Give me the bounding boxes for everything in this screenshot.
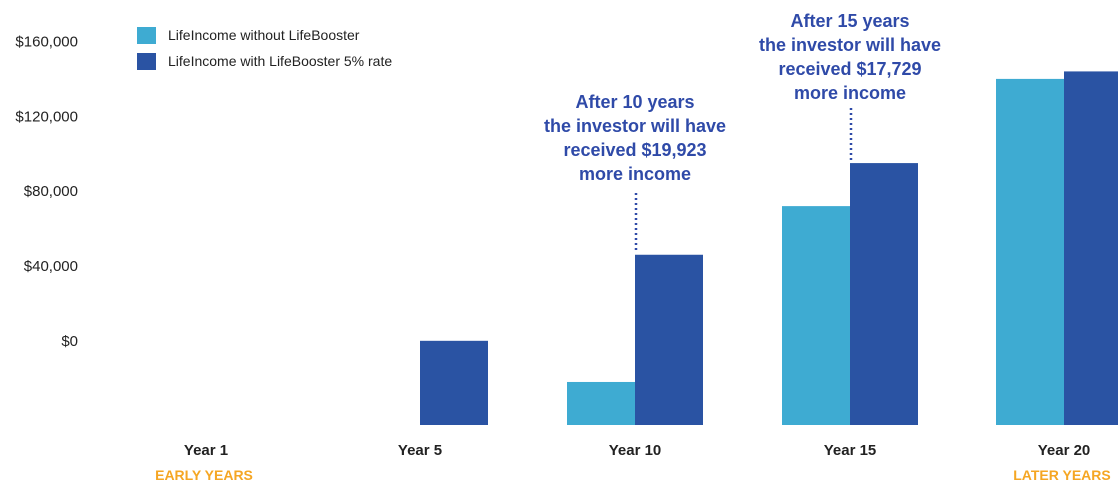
annotation-line: After 15 years <box>790 11 909 31</box>
x-category-label: Year 5 <box>398 442 442 459</box>
x-category-label: Year 20 <box>1038 442 1091 459</box>
x-category-label: Year 1 <box>184 442 228 459</box>
phase-labels: EARLY YEARS LATER YEARS <box>155 467 1111 483</box>
y-tick-label: $80,000 <box>24 183 78 200</box>
annotation-line: After 10 years <box>575 92 694 112</box>
phase-label: LATER YEARS <box>1013 467 1111 483</box>
y-tick-label: $120,000 <box>15 108 78 125</box>
x-category-label: Year 15 <box>824 442 877 459</box>
x-category-label: Year 10 <box>609 442 662 459</box>
annotation-line: the investor will have <box>544 116 726 136</box>
legend: LifeIncome without LifeBooster LifeIncome… <box>137 27 392 70</box>
y-tick-label: $0 <box>61 333 78 350</box>
phase-label: EARLY YEARS <box>155 467 253 483</box>
bar-with-2 <box>635 254 703 425</box>
annotation-line: the investor will have <box>759 35 941 55</box>
annotation-line: more income <box>579 164 691 184</box>
bars <box>420 71 1118 426</box>
bar-with-1 <box>420 340 488 425</box>
legend-label: LifeIncome without LifeBooster <box>168 27 360 43</box>
x-axis: Year 1 Year 5 Year 10 Year 15 Year 20 <box>184 442 1090 459</box>
legend-swatch <box>137 27 156 44</box>
y-tick-label: $160,000 <box>15 33 78 50</box>
annotation-line: received $17,729 <box>778 59 921 79</box>
annotation-line: more income <box>794 83 906 103</box>
annotations: After 10 years the investor will have rece… <box>544 11 941 253</box>
legend-swatch <box>137 53 156 70</box>
y-axis: $0 $40,000 $80,000 $120,000 $160,000 <box>15 33 78 349</box>
bar-without-3 <box>782 206 850 425</box>
y-tick-label: $40,000 <box>24 258 78 275</box>
bar-without-2 <box>567 381 635 425</box>
bar-with-3 <box>850 163 918 425</box>
annotation-line: received $19,923 <box>563 140 706 160</box>
bar-with-4 <box>1064 71 1118 426</box>
bar-without-4 <box>996 78 1064 425</box>
legend-label: LifeIncome with LifeBooster 5% rate <box>168 53 392 69</box>
